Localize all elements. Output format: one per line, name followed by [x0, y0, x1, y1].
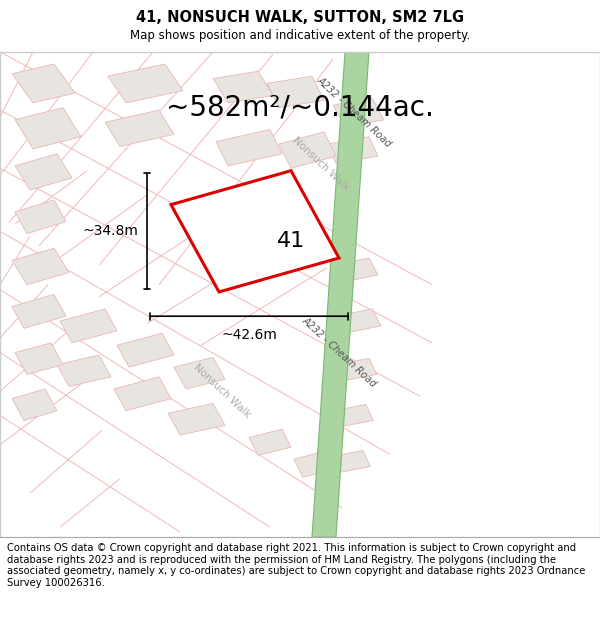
Polygon shape	[267, 76, 324, 108]
Text: Map shows position and indicative extent of the property.: Map shows position and indicative extent…	[130, 29, 470, 41]
Polygon shape	[327, 137, 378, 163]
Polygon shape	[114, 377, 171, 411]
Polygon shape	[333, 258, 378, 282]
Text: 41: 41	[277, 231, 305, 251]
Polygon shape	[333, 404, 373, 427]
Text: ~42.6m: ~42.6m	[221, 328, 277, 342]
Polygon shape	[12, 294, 66, 328]
Polygon shape	[105, 110, 174, 146]
Polygon shape	[15, 154, 72, 190]
Polygon shape	[216, 129, 282, 166]
Polygon shape	[57, 355, 111, 386]
Text: A232 - Cheam Road: A232 - Cheam Road	[300, 316, 378, 389]
Text: Contains OS data © Crown copyright and database right 2021. This information is : Contains OS data © Crown copyright and d…	[7, 543, 586, 588]
Polygon shape	[336, 358, 377, 381]
Polygon shape	[279, 132, 336, 168]
Text: Nonsuch Walk: Nonsuch Walk	[290, 134, 352, 192]
Polygon shape	[117, 333, 174, 367]
Polygon shape	[213, 71, 273, 102]
Polygon shape	[249, 429, 291, 456]
Polygon shape	[15, 107, 81, 149]
Text: ~582m²/~0.144ac.: ~582m²/~0.144ac.	[166, 93, 434, 121]
Polygon shape	[312, 52, 369, 537]
Polygon shape	[15, 343, 63, 374]
Text: ~34.8m: ~34.8m	[82, 224, 138, 238]
Polygon shape	[330, 451, 370, 473]
Polygon shape	[12, 389, 57, 421]
Polygon shape	[294, 451, 336, 478]
Text: Nonsuch Walk: Nonsuch Walk	[191, 362, 253, 420]
Polygon shape	[168, 404, 225, 435]
Polygon shape	[12, 248, 69, 284]
Polygon shape	[171, 171, 339, 292]
Text: 41, NONSUCH WALK, SUTTON, SM2 7LG: 41, NONSUCH WALK, SUTTON, SM2 7LG	[136, 11, 464, 26]
Polygon shape	[60, 309, 117, 343]
Polygon shape	[174, 357, 225, 389]
Polygon shape	[336, 309, 381, 333]
Polygon shape	[333, 98, 384, 127]
Polygon shape	[15, 200, 66, 234]
Text: A232 - Cheam Road: A232 - Cheam Road	[315, 76, 393, 149]
Polygon shape	[108, 64, 183, 102]
Polygon shape	[12, 64, 75, 102]
